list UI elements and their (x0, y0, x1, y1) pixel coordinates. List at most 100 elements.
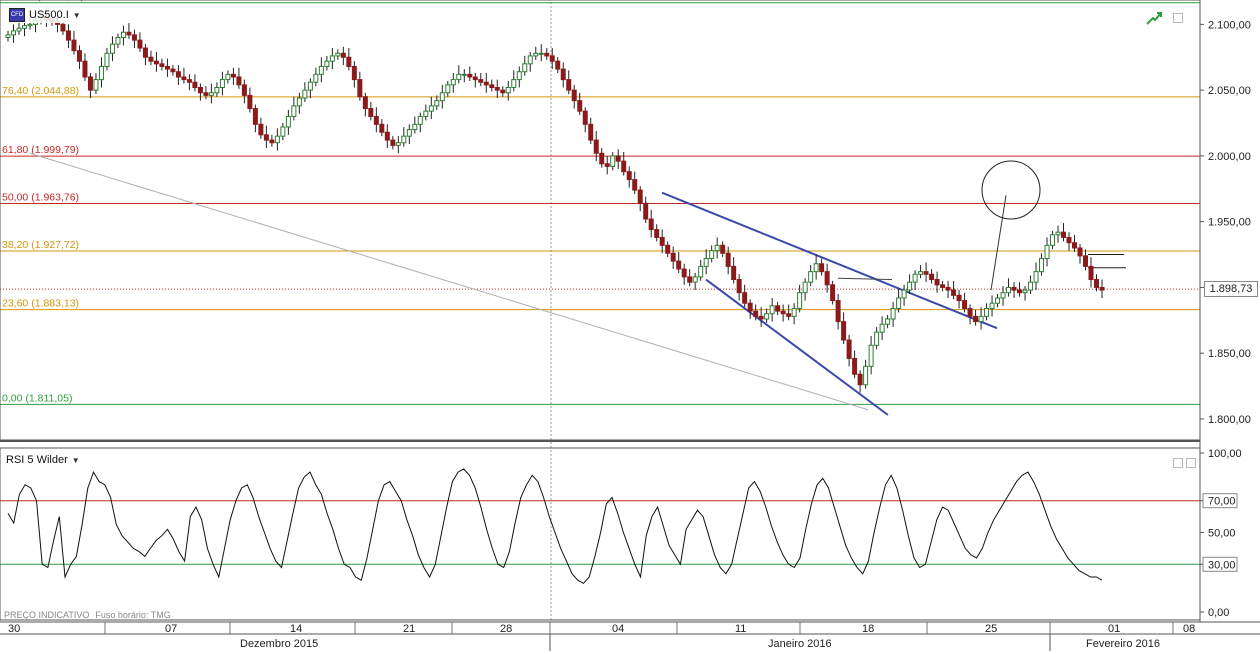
symbol-label: US500.I (29, 9, 69, 21)
date-tick-label: 21 (403, 623, 415, 635)
date-tick-label: 08 (1183, 623, 1195, 635)
candle-body (692, 276, 698, 283)
candle-body (313, 73, 319, 83)
candle-body (538, 52, 544, 55)
restore-rsi-button[interactable] (1186, 458, 1196, 468)
candle-body (93, 79, 99, 91)
candle-body (351, 65, 357, 81)
candle-body (120, 31, 126, 39)
rsi-tick-label: 100,00 (1208, 448, 1242, 460)
candle-body (181, 76, 187, 81)
candle-body (461, 73, 467, 76)
annotation-pointer (990, 195, 1007, 291)
candle-body (1094, 279, 1100, 288)
candle-body (830, 284, 836, 302)
candle-body (379, 123, 385, 133)
rsi-tick-label: 30,00 (1208, 559, 1236, 571)
candle-body (918, 271, 924, 275)
candle-body (868, 344, 874, 367)
candle-body (230, 73, 236, 78)
candle-body (808, 271, 814, 283)
candle-body (489, 84, 495, 88)
candle-body (274, 135, 280, 144)
candle-body (5, 34, 11, 39)
candle-body (670, 252, 676, 262)
candle-body (87, 76, 93, 91)
candle-body (241, 84, 247, 96)
candle-body (852, 357, 858, 375)
candle-body (709, 250, 715, 259)
candle-body (186, 79, 192, 83)
date-tick-label: 01 (1108, 623, 1120, 635)
indicative-price-note: PREÇO INDICATIVO (4, 610, 90, 620)
candle-body (835, 300, 841, 323)
date-tick-label: 14 (290, 623, 302, 635)
rsi-header[interactable]: RSI 5 Wilder ▼ (6, 454, 80, 466)
candle-body (483, 81, 489, 86)
candle-body (527, 55, 533, 65)
long-trendline (29, 152, 869, 411)
candle-body (10, 30, 16, 36)
candle-body (137, 39, 143, 49)
candle-body (665, 244, 671, 254)
candle-body (797, 292, 803, 309)
candle-body (175, 71, 181, 78)
candle-body (566, 79, 572, 91)
fib-level-label: 100,00 (2.116,46) (2, 0, 84, 3)
candle-body (82, 60, 88, 78)
candle-body (445, 84, 451, 94)
candle-body (934, 279, 940, 286)
candle-body (1000, 292, 1006, 299)
candle-body (1028, 281, 1034, 291)
candle-body (1099, 286, 1105, 291)
candle-body (291, 105, 297, 117)
candle-body (115, 37, 121, 45)
chart-footer: PREÇO INDICATIVO Fuso horário: TMG (4, 610, 171, 620)
candle-body (659, 236, 665, 246)
timezone-note: Fuso horário: TMG (95, 610, 171, 620)
candle-body (357, 79, 363, 98)
candle-body (786, 313, 792, 317)
candle-body (511, 79, 517, 88)
candle-body (170, 68, 176, 73)
candle-body (896, 297, 902, 309)
wedge-upper-line (661, 191, 998, 330)
maximize-rsi-button[interactable] (1173, 458, 1183, 468)
candle-body (148, 56, 154, 62)
candle-body (687, 276, 693, 283)
candle-body (1077, 247, 1083, 257)
rsi-tick-label: 70,00 (1208, 496, 1236, 508)
date-tick-label: 07 (165, 623, 177, 635)
candle-body (1083, 255, 1089, 267)
candle-body (203, 92, 209, 96)
candle-body (1039, 257, 1045, 273)
date-tick-label: 30 (8, 623, 20, 635)
candle-body (1017, 289, 1023, 294)
candle-body (219, 79, 225, 88)
candle-body (544, 52, 550, 57)
candle-body (1061, 231, 1067, 238)
drawn-trendlines (29, 152, 1126, 416)
candle-body (626, 171, 632, 181)
candle-body (65, 30, 71, 41)
maximize-main-button[interactable] (1173, 13, 1183, 23)
candle-body (252, 108, 258, 125)
date-tick-label: 25 (985, 623, 997, 635)
fib-level-label: 76,40 (2.044,88) (2, 85, 79, 97)
candle-body (758, 315, 764, 320)
trend-arrow-icon[interactable] (1146, 11, 1162, 25)
symbol-header[interactable]: CFD US500.I ▼ (6, 7, 84, 23)
candle-body (929, 273, 935, 281)
chevron-down-icon[interactable]: ▼ (72, 10, 81, 20)
wedge-lower-line (705, 278, 889, 416)
candle-body (593, 139, 599, 154)
candle-body (142, 47, 148, 58)
candle-body (494, 86, 500, 91)
chevron-down-icon[interactable]: ▼ (71, 455, 80, 465)
current-price-tag: 1.898,73 (1204, 281, 1258, 298)
candle-body (725, 252, 731, 267)
candle-body (318, 65, 324, 75)
candle-body (951, 289, 957, 296)
